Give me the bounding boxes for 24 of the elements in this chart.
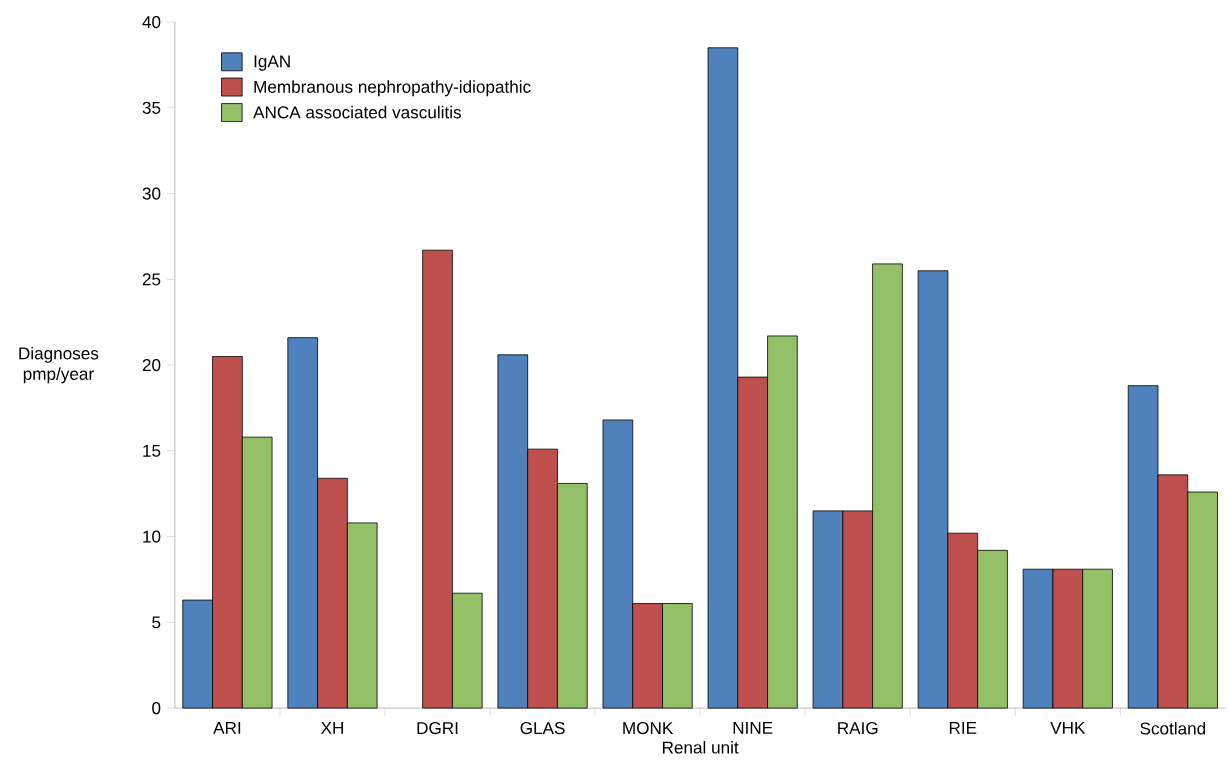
y-tick-label: 0 [152, 701, 161, 715]
x-axis-title: Renal unit [662, 740, 739, 754]
x-tick-label: GLAS [520, 721, 565, 735]
x-tick-label: Scotland [1140, 721, 1206, 735]
x-tick-label: ARI [213, 721, 241, 734]
y-tick-label: 20 [142, 358, 161, 372]
x-tick-label: DGRI [417, 721, 458, 735]
legend-label: ANCA associated vasculitis [253, 105, 461, 119]
x-tick-label: NINE [733, 721, 773, 734]
legend-label: Membranous nephropathy-idiopathic [254, 80, 531, 97]
y-tick-label: 5 [152, 616, 161, 629]
x-tick-label: RIE [949, 721, 977, 734]
y-tick-label: 25 [142, 273, 161, 286]
y-tick-label: 40 [142, 15, 161, 29]
legend-label: IgAN [254, 55, 290, 71]
x-tick-label: RAIG [838, 721, 878, 735]
x-tick-label: MONK [623, 721, 674, 735]
y-tick-label: 30 [142, 187, 161, 200]
x-tick-label: XH [320, 721, 343, 734]
y-axis-title: Diagnoses pmp/year [19, 346, 99, 384]
y-tick-label: 35 [142, 101, 161, 114]
y-tick-label: 15 [143, 444, 161, 457]
x-tick-label: VHK [1050, 721, 1086, 734]
y-tick-label: 10 [143, 530, 161, 543]
